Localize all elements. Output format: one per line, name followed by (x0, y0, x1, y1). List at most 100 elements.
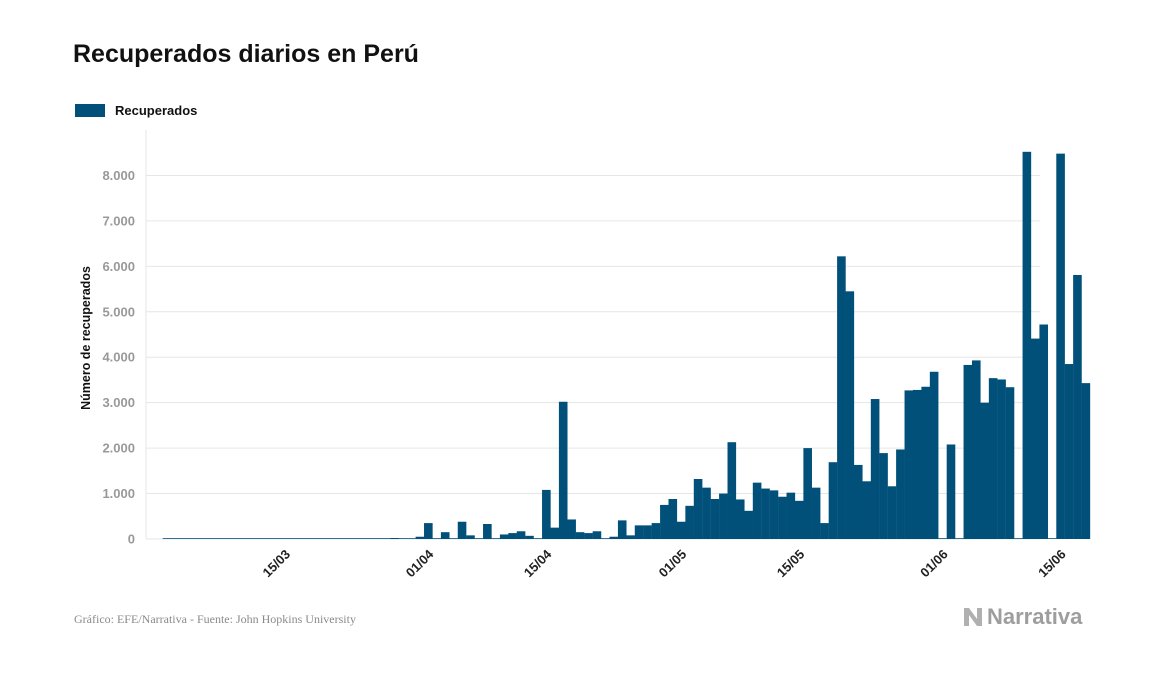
x-tick-label: 15/04 (521, 546, 555, 580)
bar (221, 538, 231, 539)
bar (432, 538, 442, 539)
bar (322, 538, 332, 539)
bar (373, 538, 383, 539)
bar (179, 538, 189, 539)
bar (786, 492, 796, 539)
bar (811, 487, 821, 539)
bar (971, 360, 981, 539)
bar (1014, 538, 1023, 539)
bar (896, 449, 905, 539)
bar (988, 378, 998, 539)
bar (280, 538, 290, 539)
x-tick-label: 01/06 (917, 547, 951, 581)
bar (162, 538, 172, 539)
bar (997, 379, 1006, 539)
y-tick-label: 2.000 (102, 441, 135, 456)
bar (558, 401, 568, 539)
bar (912, 389, 922, 539)
bar (803, 448, 812, 539)
bar (980, 402, 990, 539)
bar (946, 444, 956, 539)
bar (702, 487, 711, 539)
bar (938, 538, 947, 539)
bar (187, 538, 197, 539)
bar (955, 538, 964, 539)
bar (1047, 538, 1057, 539)
bar (499, 534, 509, 539)
legend: Recuperados (75, 103, 197, 118)
bar (617, 520, 627, 539)
bar (339, 538, 349, 539)
bar (963, 364, 973, 539)
bar (1064, 364, 1074, 539)
bar (449, 538, 458, 539)
bar (331, 538, 340, 539)
bar (769, 490, 779, 539)
x-tick-label: 15/05 (774, 547, 808, 581)
bar (567, 519, 576, 539)
bar (904, 390, 914, 539)
bar (887, 486, 897, 539)
bar (1022, 151, 1032, 539)
bar (820, 523, 829, 539)
bar (592, 531, 602, 539)
bar (853, 464, 863, 539)
y-tick-label: 8.000 (102, 168, 135, 183)
bar (1073, 274, 1082, 539)
bar (525, 535, 534, 539)
bar (356, 538, 366, 539)
bar (457, 521, 467, 539)
bar (651, 523, 661, 539)
y-tick-label: 4.000 (102, 350, 135, 365)
bar (1056, 153, 1065, 539)
y-tick-label: 6.000 (102, 259, 135, 274)
bar (348, 538, 357, 539)
y-tick-label: 0 (128, 532, 135, 547)
bar (440, 532, 450, 539)
y-tick-label: 7.000 (102, 213, 135, 228)
y-tick-label: 3.000 (102, 395, 135, 410)
bar (1030, 338, 1040, 539)
bar (365, 538, 374, 539)
bar (862, 481, 871, 539)
narrativa-logo-icon (964, 608, 982, 626)
bar (634, 525, 644, 539)
bar (213, 538, 222, 539)
bar (870, 399, 880, 539)
bar (398, 538, 408, 539)
bar (575, 532, 585, 539)
bar (626, 535, 635, 539)
bar (744, 510, 753, 539)
bar (314, 538, 324, 539)
bar (297, 538, 307, 539)
bar (710, 499, 720, 539)
bar (609, 536, 619, 539)
bar (516, 531, 526, 539)
bar (415, 536, 425, 539)
bar (752, 482, 762, 539)
y-tick-label: 1.000 (102, 486, 135, 501)
y-tick-label: 5.000 (102, 304, 135, 319)
bar (601, 538, 610, 539)
x-tick-label: 01/05 (656, 547, 690, 581)
bar (845, 291, 855, 539)
bar (466, 535, 475, 539)
bar (542, 489, 551, 539)
bar (196, 538, 206, 539)
bar (381, 538, 391, 539)
bar (761, 488, 770, 539)
brand-logo: Narrativa (962, 604, 1082, 630)
bar (921, 386, 930, 539)
bar (929, 371, 939, 539)
bar (255, 538, 265, 539)
brand-name: Narrativa (987, 604, 1083, 629)
bar (668, 499, 678, 539)
bar (306, 538, 315, 539)
bar (171, 538, 180, 539)
bar (1081, 383, 1091, 539)
bar (533, 538, 543, 539)
chart-title: Recuperados diarios en Perú (73, 40, 419, 68)
legend-swatch (75, 104, 105, 117)
bar (474, 538, 484, 539)
